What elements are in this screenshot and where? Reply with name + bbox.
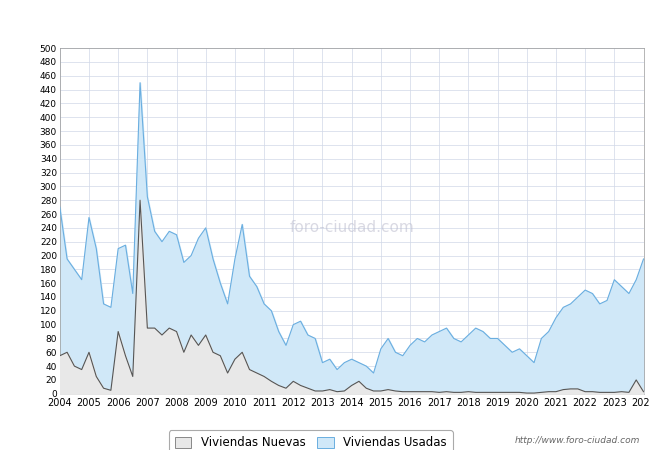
Text: foro-ciudad.com: foro-ciudad.com [289, 220, 414, 235]
Text: Langreo - Evolucion del Nº de Transacciones Inmobiliarias: Langreo - Evolucion del Nº de Transaccio… [113, 14, 537, 29]
Text: http://www.foro-ciudad.com: http://www.foro-ciudad.com [515, 436, 640, 445]
Legend: Viviendas Nuevas, Viviendas Usadas: Viviendas Nuevas, Viviendas Usadas [169, 431, 453, 450]
